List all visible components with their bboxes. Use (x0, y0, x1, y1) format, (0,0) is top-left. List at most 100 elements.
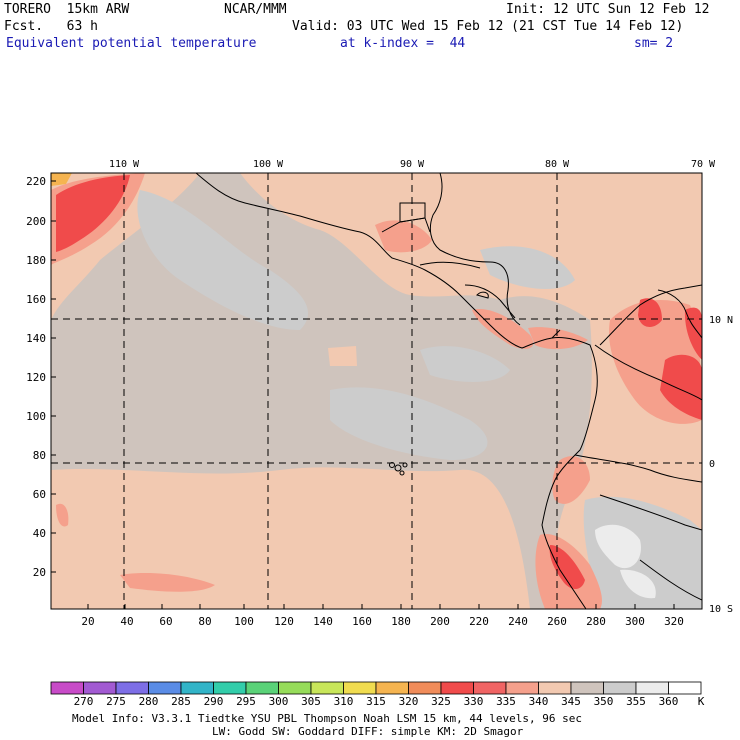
y-tick-label: 200 (26, 215, 46, 228)
colorbar-unit: K (698, 695, 705, 708)
x-tick-label: 120 (274, 615, 294, 628)
temperature-field (51, 173, 702, 609)
colombia-border-east (594, 344, 702, 401)
andes-white-1 (595, 524, 641, 569)
guatemala-border (381, 217, 431, 233)
red-northwest (56, 175, 130, 252)
red-colombia-1 (638, 298, 662, 327)
colorbar-swatch (375, 681, 409, 695)
colorbar (50, 681, 702, 695)
red-colombia-2 (660, 354, 702, 420)
lon-labels: 110 W 100 W 90 W 80 W 70 W (109, 159, 716, 170)
colorbar-label: 270 (74, 695, 94, 708)
colorbar-label: 335 (496, 695, 516, 708)
colorbar-swatch (310, 681, 344, 695)
colorbar-label: 320 (399, 695, 419, 708)
map-frame (50, 172, 703, 610)
salmon-ecuador (552, 456, 590, 504)
valid-time: Valid: 03 UTC Wed 15 Feb 12 (21 CST Tue … (292, 19, 684, 34)
colorbar-swatch (115, 681, 149, 695)
axis-ticks (51, 180, 675, 609)
x-tick-label: 220 (469, 615, 489, 628)
y-tick-label: 100 (26, 410, 46, 423)
colorbar-label: 305 (301, 695, 321, 708)
field-name: Equivalent potential temperature (6, 36, 257, 51)
red-peru (549, 545, 585, 589)
galapagos-island-4 (399, 470, 405, 476)
colorbar-swatch (213, 681, 247, 695)
y-tick-label: 120 (26, 371, 46, 384)
colorbar-swatch (440, 681, 474, 695)
lon-label: 110 W (109, 159, 140, 170)
level-label: at k-index = 44 (340, 36, 466, 51)
x-tick-label: 100 (234, 615, 254, 628)
colorbar-label: 285 (171, 695, 191, 708)
andes-white-2 (620, 569, 656, 599)
colorbar-label: 275 (106, 695, 126, 708)
pacific-coastline (195, 173, 598, 609)
peru-border (599, 494, 702, 531)
peach-band-south (51, 467, 530, 609)
lon-label: 90 W (400, 159, 425, 170)
salmon-panama (528, 327, 588, 350)
y-tick-label: 60 (33, 488, 46, 501)
x-tick-label: 300 (625, 615, 645, 628)
colorbar-label: 355 (626, 695, 646, 708)
caribbean-coast-central (429, 173, 521, 326)
lat-label: 0 (709, 459, 715, 470)
smoothing-label: sm= 2 (634, 36, 674, 51)
caribbean-coast-south (599, 284, 702, 346)
y-tick-label: 180 (26, 254, 46, 267)
colorbar-label: 300 (269, 695, 289, 708)
colorbar-swatch (603, 681, 637, 695)
x-tick-label: 320 (664, 615, 684, 628)
x-tick-label: 240 (508, 615, 528, 628)
orange-corner (51, 173, 72, 186)
colorbar-swatch (505, 681, 539, 695)
y-tick-labels: 220 200 180 160 140 120 100 80 60 40 20 (26, 175, 46, 579)
costa-rica-border (499, 299, 516, 319)
lon-label: 80 W (545, 159, 570, 170)
colorbar-label: 325 (431, 695, 451, 708)
salmon-south (120, 573, 215, 592)
graticule (51, 173, 702, 609)
peach-region-north (240, 173, 702, 320)
lat-labels: 10 N 0 10 S (709, 315, 733, 615)
colorbar-swatch (408, 681, 442, 695)
colorbar-swatch (50, 681, 84, 695)
coastlines (195, 173, 702, 609)
x-tick-label: 260 (547, 615, 567, 628)
lon-label: 70 W (691, 159, 716, 170)
x-tick-label: 40 (120, 615, 133, 628)
galapagos-island-2 (394, 464, 402, 472)
colorbar-swatch (570, 681, 604, 695)
x-tick-label: 280 (586, 615, 606, 628)
x-tick-label: 140 (313, 615, 333, 628)
colorbar-label: 360 (659, 695, 679, 708)
y-tick-label: 40 (33, 527, 46, 540)
x-tick-label: 180 (391, 615, 411, 628)
colorbar-label: 330 (464, 695, 484, 708)
honduras-border (419, 261, 481, 269)
grey-patch-4 (480, 246, 575, 290)
colorbar-label: 310 (334, 695, 354, 708)
x-tick-label: 160 (352, 615, 372, 628)
colorbar-labels: 270 275 280 285 290 295 300 305 310 315 320 325 330 3… (74, 695, 679, 708)
y-tick-label: 220 (26, 175, 46, 188)
colorbar-label: 295 (236, 695, 256, 708)
colorbar-swatch (148, 681, 182, 695)
grey-patch-3 (420, 346, 510, 382)
x-tick-labels: 20 40 60 80 100 120 140 160 180 200 220 … (81, 615, 684, 628)
model-name: TORERO 15km ARW (4, 2, 130, 17)
y-tick-label: 160 (26, 293, 46, 306)
peru-brazil-border (639, 559, 702, 601)
lat-label: 10 N (709, 315, 733, 326)
peach-blob (328, 346, 357, 366)
organization: NCAR/MMM (224, 2, 287, 17)
lon-label: 100 W (253, 159, 284, 170)
colorbar-label: 345 (561, 695, 581, 708)
y-tick-label: 140 (26, 332, 46, 345)
init-time: Init: 12 UTC Sun 12 Feb 12 (506, 2, 710, 17)
x-tick-label: 80 (198, 615, 211, 628)
